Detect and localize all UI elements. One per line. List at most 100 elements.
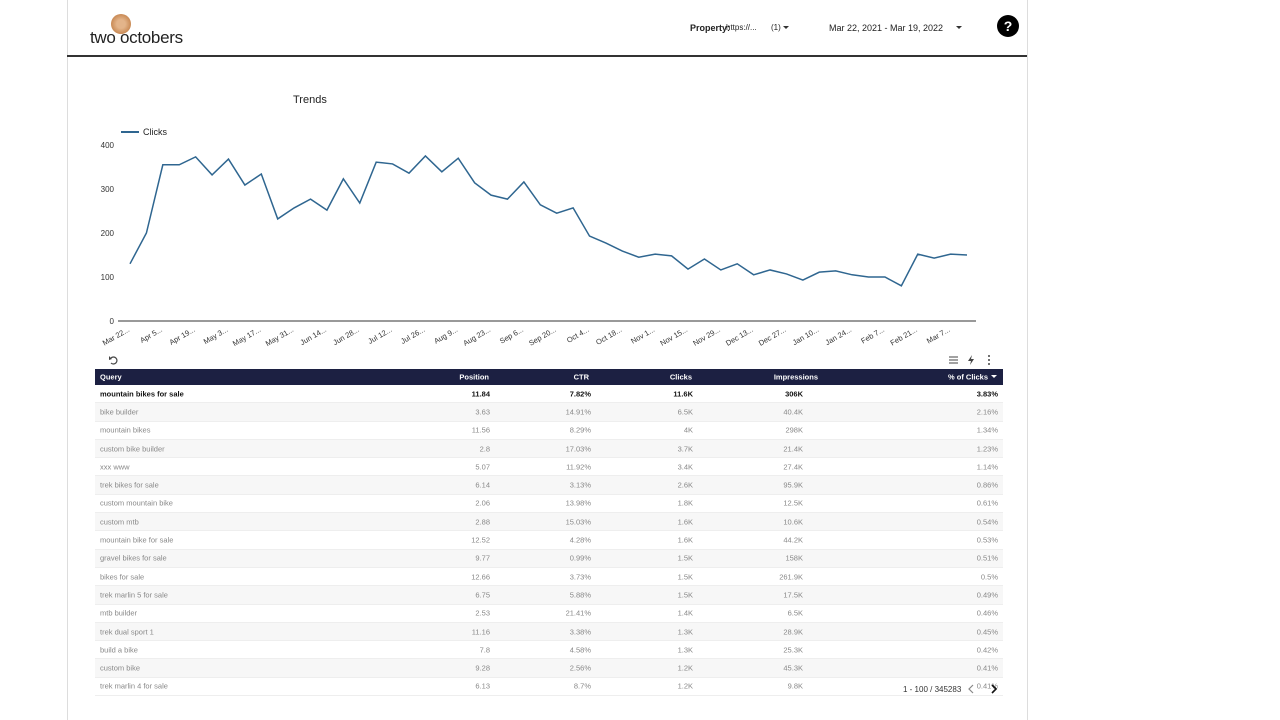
table-cell: 1.4K	[677, 608, 693, 618]
x-tick-label: Apr 19...	[168, 325, 197, 347]
line-series	[129, 154, 968, 287]
table-cell: 0.5%	[980, 572, 998, 582]
table-cell: 1.14%	[976, 462, 998, 472]
table-cell: 4.58%	[569, 645, 591, 655]
table-cell: 11.56	[471, 425, 490, 435]
table-cell: 0.54%	[976, 517, 998, 527]
table-cell: mountain bikes	[100, 425, 151, 435]
table-cell: 0.46%	[976, 608, 998, 618]
table-cell: 1.23%	[976, 444, 998, 454]
table-cell: 0.61%	[976, 498, 998, 508]
x-tick-label: Jul 26...	[399, 325, 426, 346]
table-cell: 2.56%	[569, 663, 591, 673]
table-row: xxx www 5.07 11.92% 3.4K 27.4K 1.14%	[95, 458, 1003, 477]
table-cell: 40.4K	[783, 407, 803, 417]
help-button[interactable]: ?	[997, 15, 1019, 37]
table-cell: 3.13%	[569, 480, 591, 490]
table-row: custom mtb 2.88 15.03% 1.6K 10.6K 0.54%	[95, 513, 1003, 532]
date-range[interactable]: Mar 22, 2021 - Mar 19, 2022	[829, 23, 944, 33]
table-cell: 17.5K	[783, 590, 803, 600]
chart-toolbar[interactable]	[948, 354, 998, 366]
chart: Trends 0 100 200 300 400 Mar 22... Apr 5... Apr…	[101, 94, 976, 348]
table-cell: 44.2K	[783, 535, 803, 545]
table-cell: 13.98%	[565, 498, 591, 508]
table-row: custom mountain bike 2.06 13.98% 1.8K 12.5K 0…	[95, 495, 1003, 514]
x-tick-label: Nov 15...	[659, 325, 689, 348]
x-tick-label: Jul 12...	[366, 325, 393, 346]
table-row: trek marlin 5 for sale 6.75 5.88% 1.5K 17.5K…	[95, 586, 1003, 605]
column-header[interactable]: Query	[100, 372, 122, 382]
table-cell: 21.41%	[565, 608, 591, 618]
pager-buttons[interactable]	[966, 684, 1000, 694]
table-cell: 3.63	[475, 407, 490, 417]
x-tick-label: Nov 29...	[691, 325, 721, 348]
table-cell: 28.9K	[783, 627, 803, 636]
column-header[interactable]: % of Clicks	[947, 372, 988, 382]
table-cell: trek marlin 4 for sale	[100, 681, 168, 691]
x-tick-label: May 3...	[202, 325, 230, 346]
table-row: mountain bikes 11.56 8.29% 4K 298K 1.34%	[95, 422, 1003, 440]
x-tick-label: Mar 22...	[101, 325, 131, 348]
table-row: bikes for sale 12.66 3.73% 1.5K 261.9K 0.5%	[95, 568, 1003, 587]
table-cell: xxx www	[100, 462, 130, 472]
x-tick-label: May 31...	[264, 325, 295, 348]
sort-indicator[interactable]	[991, 375, 997, 379]
property-count[interactable]: (1)	[771, 23, 781, 32]
table-cell: 27.4K	[783, 462, 803, 472]
legend-label: Clicks	[143, 127, 167, 137]
table-cell: trek marlin 5 for sale	[100, 590, 168, 600]
table-cell: 2.6K	[677, 480, 693, 490]
dropdown-arrow[interactable]	[956, 26, 962, 30]
table-cell: 12.52	[471, 535, 490, 545]
table-cell: 10.6K	[783, 517, 803, 527]
table-cell: 261.9K	[779, 572, 803, 582]
x-tick-label: Dec 27...	[757, 325, 787, 348]
table-row: trek marlin 4 for sale 6.13 8.7% 1.2K 9.8K 0.…	[95, 678, 1003, 697]
table-cell: 17.03%	[565, 444, 591, 454]
table-cell: 6.75	[475, 590, 490, 600]
property-value[interactable]: https://...	[726, 23, 757, 32]
x-tick-label: Oct 18...	[594, 325, 623, 347]
table-cell: 1.2K	[677, 681, 693, 691]
table-cell: 3.7K	[677, 444, 693, 454]
column-header: Clicks	[669, 372, 692, 382]
table-cell: 1.8K	[677, 498, 693, 508]
table-cell: 95.9K	[783, 480, 803, 490]
table-cell: 45.3K	[783, 663, 803, 673]
column-header: CTR	[573, 372, 589, 382]
table-cell: 0.49%	[976, 590, 998, 600]
table-cell: 6.5K	[677, 407, 693, 417]
table-cell: 0.51%	[976, 553, 998, 563]
x-tick-label: Nov 1...	[629, 325, 656, 346]
table-cell: 11.92%	[566, 462, 591, 472]
table-header: Query Position CTR Clicks Impressions % of Cl…	[95, 369, 1003, 385]
chart-title: Trends	[293, 94, 327, 106]
table-cell: bike builder	[100, 407, 139, 417]
table-cell: 7.8	[479, 645, 490, 655]
table-cell: trek bikes for sale	[100, 480, 159, 490]
table-cell: 12.5K	[783, 498, 803, 508]
table-cell: custom bike	[100, 663, 141, 673]
table-cell: 2.8	[479, 444, 490, 454]
table-cell: 14.91%	[565, 407, 591, 417]
table-cell: 11.16	[471, 627, 490, 636]
table-cell: custom bike builder	[100, 444, 165, 454]
x-tick-label: Oct 4...	[565, 325, 590, 345]
table-cell: 298K	[785, 425, 803, 435]
logo-mark	[111, 14, 131, 34]
x-tick-label: Feb 7...	[859, 325, 886, 346]
table-cell: 9.28	[475, 663, 490, 673]
reset-icon[interactable]	[108, 355, 120, 365]
table-cell: mountain bikes for sale	[100, 389, 184, 399]
table-cell: 0.99%	[569, 553, 591, 563]
table-row: trek dual sport 1 11.16 3.38% 1.3K 28.9K 0.45…	[95, 622, 1003, 642]
table-row: trek bikes for sale 6.14 3.13% 2.6K 95.9K 0.8…	[95, 476, 1003, 495]
x-tick-label: Sep 6...	[498, 325, 525, 346]
table-row: mtb builder 2.53 21.41% 1.4K 6.5K 0.46%	[95, 605, 1003, 623]
x-tick-label: Jun 28...	[331, 325, 360, 347]
table-cell: gravel bikes for sale	[100, 553, 167, 563]
table-cell: 158K	[785, 553, 803, 563]
table-cell: 8.7%	[573, 681, 591, 691]
table-cell: custom mountain bike	[100, 498, 173, 508]
dropdown-arrow[interactable]	[783, 26, 789, 30]
